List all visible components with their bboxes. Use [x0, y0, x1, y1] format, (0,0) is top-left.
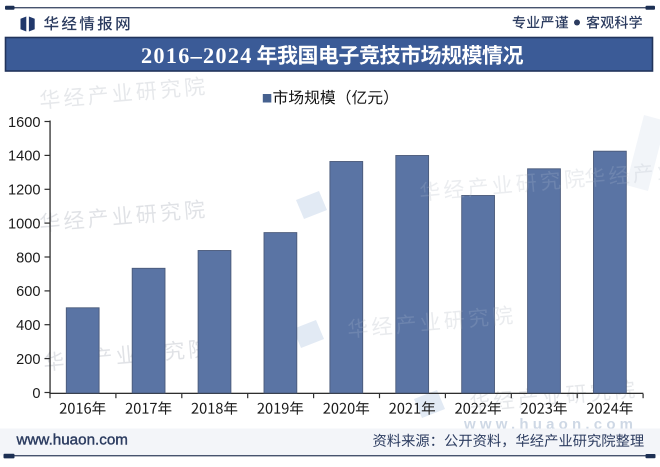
- svg-text:1400: 1400: [8, 149, 40, 165]
- svg-text:www.huaon.com: www.huaon.com: [16, 432, 128, 449]
- svg-text:400: 400: [16, 318, 40, 334]
- svg-text:200: 200: [16, 352, 40, 368]
- svg-text:1600: 1600: [8, 115, 40, 131]
- svg-text:800: 800: [16, 250, 40, 266]
- svg-text:1000: 1000: [8, 216, 40, 232]
- svg-text:600: 600: [16, 284, 40, 300]
- svg-text:1200: 1200: [8, 183, 40, 199]
- svg-text:0: 0: [32, 386, 40, 402]
